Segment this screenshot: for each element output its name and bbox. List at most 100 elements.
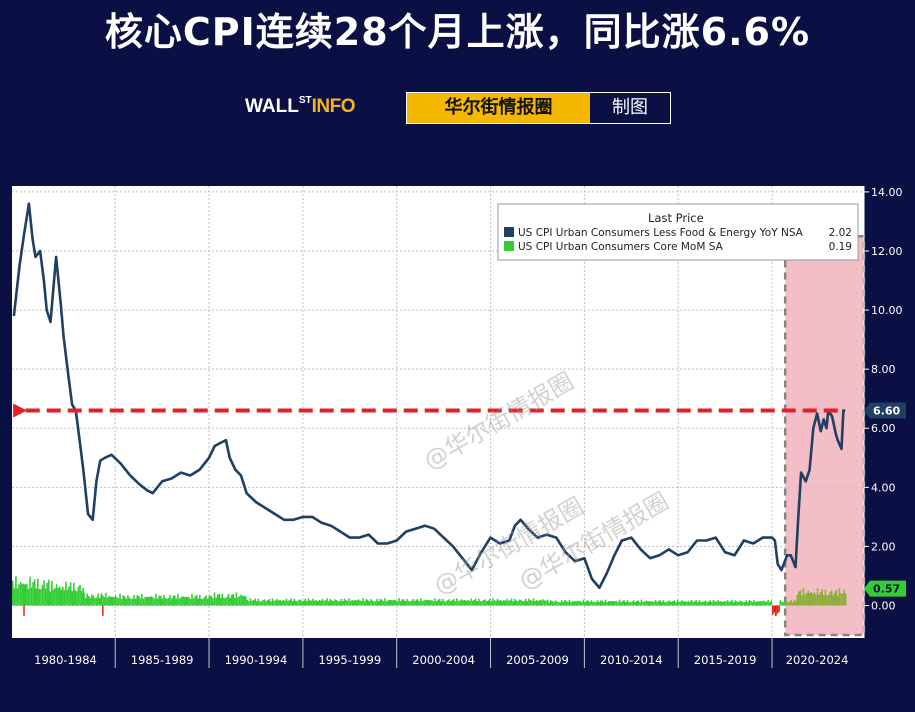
- mom-bar: [246, 600, 249, 606]
- mom-bar: [643, 601, 646, 606]
- mom-bar: [357, 599, 360, 606]
- mom-bar: [532, 598, 535, 606]
- mom-bar: [62, 586, 64, 606]
- y-tick-label: 6.00: [871, 422, 896, 435]
- mom-bar: [571, 601, 574, 606]
- mom-bar: [650, 601, 652, 606]
- mom-bar: [567, 601, 569, 606]
- mom-bar: [44, 588, 47, 606]
- x-tick-label: 2015-2019: [694, 653, 757, 667]
- mom-bar: [790, 600, 793, 606]
- mom-bar: [696, 602, 699, 606]
- mom-bar: [653, 602, 655, 606]
- mom-bar: [451, 599, 454, 606]
- mom-bar: [704, 600, 707, 606]
- mom-bar: [778, 605, 780, 613]
- mom-bar: [640, 599, 643, 606]
- mom-bar: [468, 600, 471, 606]
- mom-bar: [438, 598, 441, 606]
- mom-bar: [751, 601, 754, 606]
- mom-bar: [24, 584, 27, 606]
- mom-bar: [29, 576, 31, 606]
- mom-bar: [77, 586, 80, 606]
- mom-bar: [150, 596, 153, 606]
- mom-bar: [593, 602, 596, 606]
- mom-bar: [754, 601, 757, 606]
- mom-bar: [818, 594, 820, 606]
- mom-bar: [368, 601, 371, 606]
- mom-bar: [823, 595, 825, 606]
- mom-bar: [241, 596, 244, 606]
- mom-bar: [728, 601, 730, 606]
- mom-bar: [517, 601, 519, 606]
- mom-bar: [291, 601, 294, 606]
- mom-bar: [521, 601, 524, 606]
- mom-bar: [413, 601, 416, 606]
- mom-bar: [97, 593, 99, 606]
- mom-bar: [557, 602, 560, 606]
- mom-bar: [234, 597, 236, 606]
- mom-bar: [86, 593, 89, 606]
- mom-bar: [320, 600, 322, 606]
- mom-bar: [587, 600, 590, 606]
- mom-bar: [362, 598, 364, 606]
- mom-bar: [670, 602, 672, 606]
- mom-bar: [192, 598, 195, 606]
- mom-bar: [429, 600, 432, 606]
- mom-bar: [667, 601, 669, 606]
- mom-bar: [273, 600, 275, 606]
- mom-bar: [221, 593, 224, 606]
- mom-bar: [164, 598, 167, 606]
- mom-bar: [191, 593, 193, 606]
- mom-bar: [301, 601, 303, 606]
- mom-bar: [141, 593, 143, 606]
- mom-bar: [95, 597, 98, 606]
- mom-bar: [714, 601, 716, 606]
- mom-bar: [102, 605, 104, 616]
- mom-bar: [564, 600, 566, 606]
- mom-bar: [420, 598, 422, 606]
- last-value-tag: [864, 402, 906, 419]
- mom-bar: [243, 595, 246, 606]
- mom-bar: [237, 597, 239, 606]
- mom-bar: [679, 601, 682, 606]
- mom-bar: [804, 594, 806, 606]
- mom-bar: [424, 599, 427, 606]
- mom-bar: [21, 584, 23, 606]
- mom-bar: [327, 601, 330, 606]
- mom-bar: [830, 590, 833, 606]
- mom-bar: [601, 600, 604, 606]
- x-tick-label: 1980-1984: [34, 653, 97, 667]
- mom-bar: [312, 598, 314, 606]
- mom-bar: [49, 591, 52, 606]
- mom-bar: [582, 599, 585, 606]
- legend-swatch: [504, 241, 514, 251]
- mom-bar: [94, 597, 96, 606]
- y-tick-label: 4.00: [871, 481, 896, 494]
- mom-bar: [128, 597, 131, 606]
- mom-bar: [13, 588, 16, 606]
- mom-bar: [668, 600, 671, 606]
- mom-bar: [833, 592, 836, 606]
- mom-bar: [662, 600, 665, 606]
- mom-bar: [26, 583, 28, 606]
- x-tick-label: 1985-1989: [131, 653, 194, 667]
- mom-bar: [443, 601, 446, 606]
- mom-bar: [693, 601, 696, 606]
- mom-bar: [40, 588, 42, 606]
- mom-bar: [166, 598, 168, 606]
- mom-bar: [440, 601, 443, 606]
- mom-bar: [186, 597, 189, 606]
- mom-bar: [553, 602, 555, 606]
- mom-bar: [545, 600, 547, 606]
- legend-swatch: [504, 227, 514, 237]
- mom-bar: [238, 596, 241, 606]
- mom-bar: [316, 601, 319, 606]
- mom-bar: [170, 598, 173, 606]
- mom-bar: [407, 600, 410, 606]
- mom-bar: [80, 590, 83, 606]
- mom-bar: [335, 599, 338, 606]
- mom-bar: [195, 595, 198, 606]
- mom-bar: [271, 598, 274, 606]
